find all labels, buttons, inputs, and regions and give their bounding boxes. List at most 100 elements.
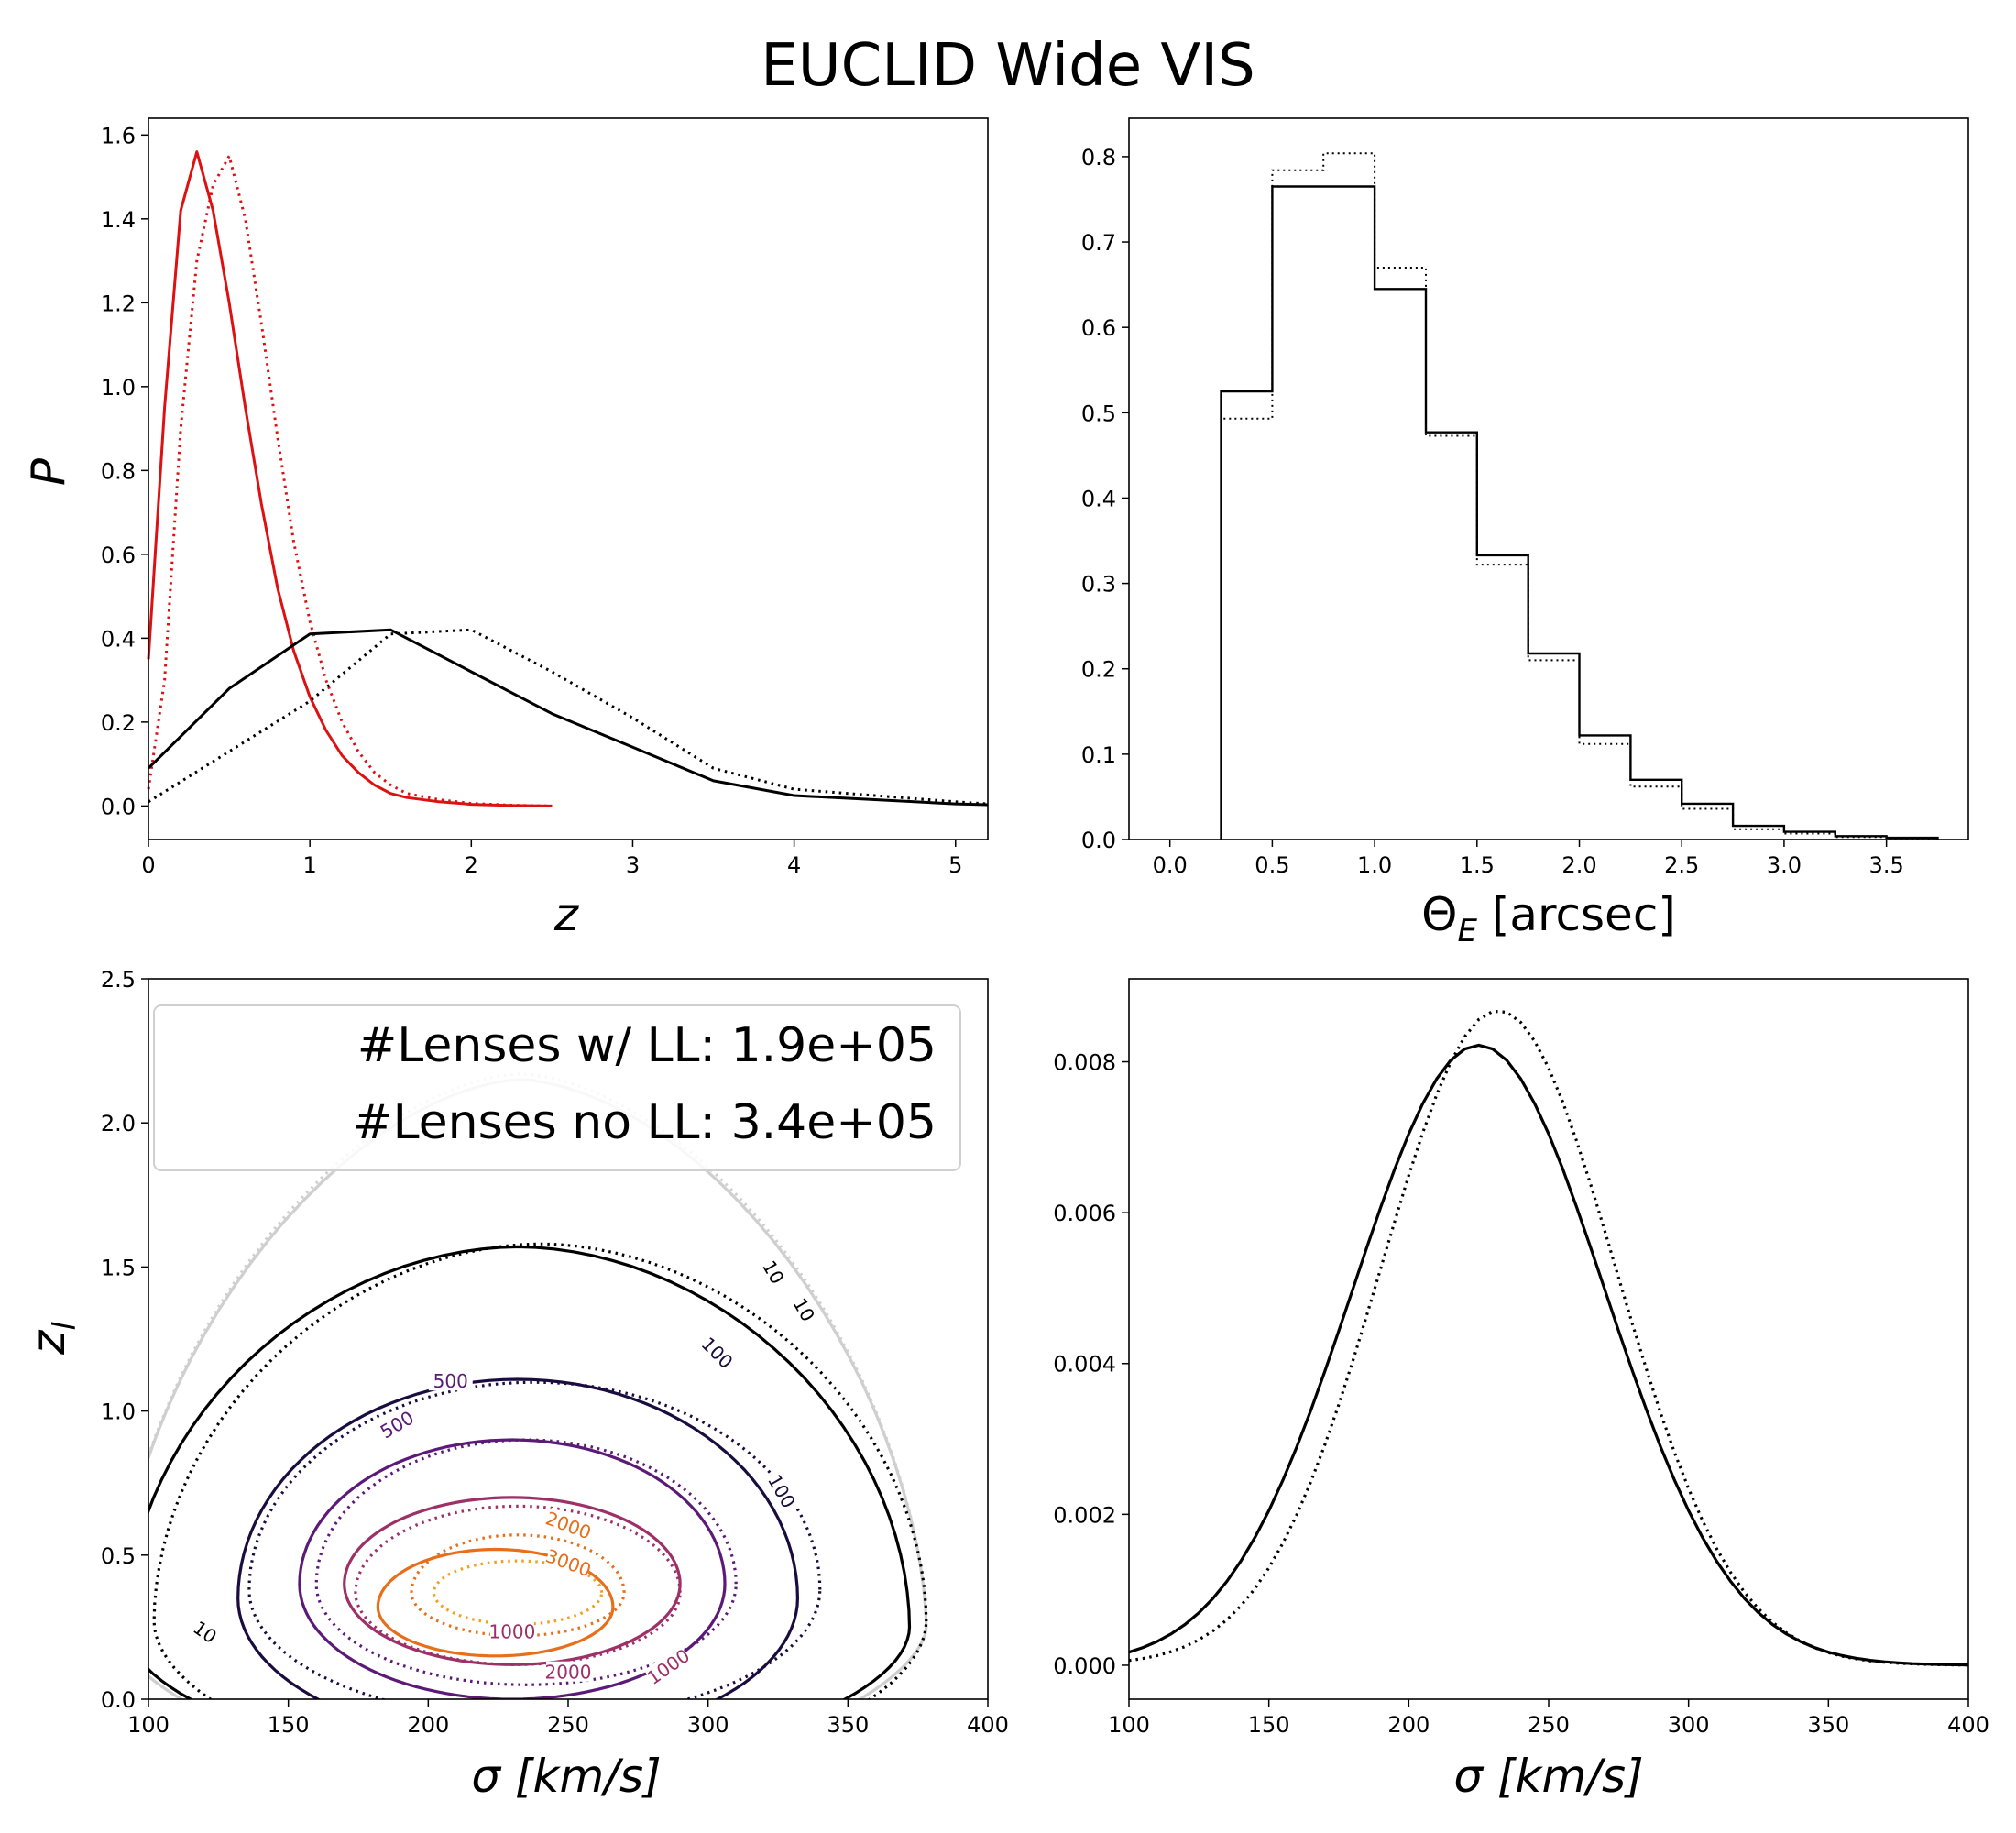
- y-tick-label: 0.006: [1053, 1201, 1116, 1226]
- series-line-3: [148, 628, 989, 806]
- y-tick-label: 0.2: [101, 710, 136, 736]
- axes-frame: [148, 978, 989, 1700]
- x-axis-label-units: [arcsec]: [1477, 888, 1676, 941]
- contour-label-background: [544, 1507, 593, 1542]
- x-tick-label: 3: [626, 852, 640, 878]
- x-tick-label: 1: [303, 852, 317, 878]
- y-tick-label: 2.5: [101, 967, 136, 993]
- x-tick-label: 100: [1108, 1712, 1150, 1738]
- y-axis-ticks: 0.000 0.002 0.004 0.006 0.008: [1053, 1050, 1129, 1679]
- x-tick-label: 0.5: [1255, 852, 1289, 878]
- x-axis-ticks: 100 150 200 250 300 350 400: [127, 1699, 1009, 1738]
- axes-frame: [148, 117, 989, 840]
- y-tick-label: 1.5: [101, 1255, 136, 1280]
- contour-solid-level-100: [236, 1377, 800, 1699]
- contour-label-background: [695, 1329, 740, 1376]
- y-tick-label: 0.4: [1081, 486, 1116, 511]
- y-tick-label: 1.0: [101, 1399, 136, 1425]
- legend-box: [153, 1004, 961, 1171]
- panel-redshift-distribution: 0 1 2 3 4 5 0.0 0.2 0.4 0.6 0.8 1.0 1.2 1.4 1.6 z P: [22, 117, 989, 941]
- axes-frame: [1128, 117, 1969, 840]
- contour-label-background: [754, 1247, 794, 1296]
- y-axis-ticks: 0.0 0.1 0.2 0.3 0.4 0.5 0.6 0.7 0.8: [1081, 145, 1129, 853]
- y-tick-label: 0.8: [101, 458, 136, 484]
- x-tick-label: 3.5: [1869, 852, 1904, 878]
- x-tick-label: 350: [1807, 1712, 1849, 1738]
- x-tick-label: 1.5: [1460, 852, 1495, 878]
- x-tick-label: 0.0: [1153, 852, 1188, 878]
- y-tick-label: 0.3: [1081, 572, 1116, 598]
- x-axis-ticks: 100 150 200 250 300 350 400: [1108, 1699, 1989, 1738]
- series-line-1: [147, 154, 553, 807]
- contour-label-background: [762, 1466, 803, 1515]
- contour-dotted-level-100: [247, 1380, 822, 1699]
- series-line-0: [1128, 1043, 1969, 1667]
- x-tick-label: 250: [547, 1712, 589, 1738]
- series-line-2: [147, 628, 989, 807]
- contour-dotted-level-1: [148, 1072, 928, 1699]
- y-tick-label: 0.002: [1053, 1502, 1116, 1528]
- x-axis-ticks: 0.0 0.5 1.0 1.5 2.0 2.5 3.0 3.5: [1153, 840, 1904, 878]
- x-tick-label: 2.5: [1664, 852, 1699, 878]
- plot-area: [1128, 1009, 1969, 1667]
- contour-label-background: [372, 1404, 422, 1444]
- contour-label-background: [546, 1661, 590, 1682]
- histogram-step-0: [1220, 185, 1939, 840]
- y-tick-label: 0.0: [101, 794, 136, 819]
- y-tick-label: 0.8: [1081, 145, 1116, 170]
- y-tick-label: 0.6: [101, 543, 136, 568]
- contour-label: 3000: [542, 1544, 594, 1581]
- y-tick-label: 1.6: [101, 123, 136, 148]
- x-tick-label: 0: [141, 852, 155, 878]
- x-tick-label: 4: [787, 852, 801, 878]
- y-tick-label: 0.7: [1081, 230, 1116, 256]
- contour-solid-level-10: [148, 1245, 912, 1699]
- x-tick-label: 200: [1387, 1712, 1430, 1738]
- panel-einstein-radius-histogram: 0.0 0.5 1.0 1.5 2.0 2.5 3.0 3.5 0.0 0.1 0.2 0.3 0.4…: [1081, 117, 1969, 949]
- series-line-1: [1128, 1009, 1969, 1667]
- y-tick-label: 0.0: [1081, 828, 1116, 853]
- contour-area: [148, 1072, 928, 1699]
- contour-solid-level-500: [298, 1438, 727, 1699]
- x-axis-label-main: Θ: [1421, 888, 1457, 941]
- contour-label: 1000: [488, 1621, 535, 1643]
- x-axis-label: ΘE [arcsec]: [1421, 888, 1676, 949]
- y-axis-label-main: z: [22, 1329, 75, 1356]
- figure-title: EUCLID Wide VIS: [761, 32, 1255, 100]
- contour-label-background: [428, 1370, 473, 1391]
- contour-label: 2000: [545, 1662, 592, 1684]
- x-tick-label: 2: [465, 852, 478, 878]
- x-tick-label: 300: [687, 1712, 729, 1738]
- contour-dotted-level-1000: [354, 1504, 682, 1666]
- y-axis-label-subscript: l: [47, 1322, 83, 1331]
- contour-label-background: [784, 1285, 825, 1334]
- contour-dotted-level-500: [314, 1438, 738, 1686]
- y-tick-label: 0.5: [101, 1543, 136, 1569]
- y-axis-label: zl: [22, 1322, 83, 1356]
- histogram-step-1: [1220, 152, 1939, 840]
- legend-entry-with-ll: #Lenses w/ LL: 1.9e+05: [357, 1018, 937, 1073]
- x-axis-label: σ [km/s]: [471, 1750, 661, 1803]
- contour-label-background: [181, 1610, 230, 1652]
- y-axis-label: P: [22, 457, 75, 486]
- y-axis-ticks: 0.0 0.2 0.4 0.6 0.8 1.0 1.2 1.4 1.6: [101, 123, 148, 819]
- y-tick-label: 0.4: [101, 626, 136, 652]
- legend-entry-no-ll: #Lenses no LL: 3.4e+05: [353, 1095, 937, 1150]
- x-axis-label-subscript: E: [1458, 913, 1478, 949]
- x-tick-label: 350: [827, 1712, 869, 1738]
- legend: #Lenses w/ LL: 1.9e+05 #Lenses no LL: 3.…: [153, 1004, 961, 1171]
- x-tick-label: 150: [268, 1712, 310, 1738]
- contour-dotted-level-2000: [410, 1533, 626, 1638]
- contour-label-background: [643, 1645, 692, 1687]
- y-tick-label: 0.2: [1081, 657, 1116, 683]
- y-tick-label: 0.1: [1081, 742, 1116, 768]
- x-tick-label: 300: [1668, 1712, 1710, 1738]
- contour-label-background: [544, 1544, 593, 1579]
- x-tick-label: 3.0: [1767, 852, 1802, 878]
- plot-area: [147, 150, 989, 807]
- x-tick-label: 2.0: [1561, 852, 1596, 878]
- y-tick-label: 1.4: [101, 207, 136, 233]
- y-tick-label: 1.2: [101, 291, 136, 316]
- contour-solid-level-1: [148, 1078, 928, 1699]
- x-tick-label: 400: [1947, 1712, 1989, 1738]
